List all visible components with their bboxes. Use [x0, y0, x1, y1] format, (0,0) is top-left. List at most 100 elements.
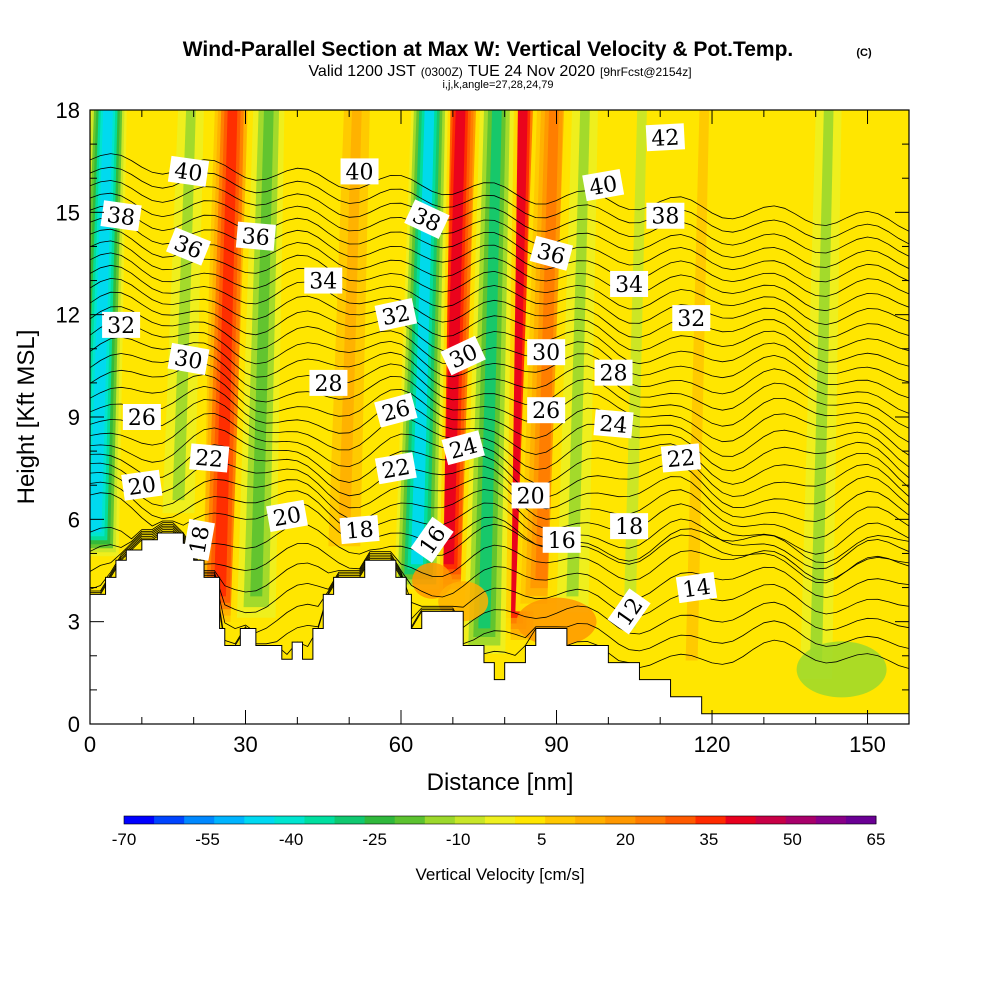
x-tick-label: 90 [544, 732, 568, 757]
theta-label-bg [527, 339, 566, 366]
theta-contour-line [90, 240, 909, 326]
theta-label-text: 16 [548, 529, 576, 554]
theta-label-bg [441, 430, 485, 466]
colorbar-swatch [394, 816, 426, 824]
theta-contour-line [90, 277, 909, 367]
theta-label-bg [122, 404, 161, 430]
theta-label: 36 [235, 221, 276, 251]
velocity-band [535, 110, 560, 581]
theta-contour-line [90, 374, 909, 468]
theta-label-bg [374, 298, 418, 332]
theta-label-text: 32 [107, 314, 135, 339]
theta-label: 14 [675, 572, 718, 603]
velocity-band [250, 110, 275, 597]
theta-contour-line [90, 192, 909, 269]
velocity-band [478, 110, 503, 629]
theta-label-text: 34 [309, 270, 337, 295]
theta-contour-line [90, 529, 909, 635]
colorbar-outline [123, 815, 877, 825]
theta-label-bg [374, 452, 417, 485]
y-tick-label: 15 [56, 200, 80, 225]
theta-label: 20 [121, 469, 163, 501]
colorbar-swatch [424, 816, 456, 824]
theta-label-bg [610, 513, 649, 540]
theta-contour-line [90, 527, 909, 617]
theta-label-bg [304, 267, 343, 294]
theta-label-bg [166, 227, 211, 266]
x-tick-label: 60 [389, 732, 413, 757]
theta-label-bg [339, 514, 380, 545]
colorbar-swatch [755, 816, 787, 824]
theta-label: 38 [100, 200, 142, 232]
theta-label-text: 28 [600, 362, 628, 387]
colorbar-swatch [274, 816, 305, 824]
colorbar-label: -55 [195, 830, 220, 849]
y-tick-label: 3 [68, 610, 80, 635]
colorbar-label: 35 [699, 830, 718, 849]
theta-label-bg [266, 499, 308, 533]
theta-label-bg [594, 359, 633, 386]
theta-label-text: 18 [615, 515, 643, 540]
theta-label-bg [167, 155, 210, 187]
colorbar-swatch [124, 816, 155, 824]
theta-contour-line [90, 180, 909, 257]
theta-contour-line [90, 228, 909, 312]
theta-label: 32 [672, 305, 711, 332]
colorbar-swatch [515, 816, 546, 824]
theta-label-bg [374, 392, 418, 428]
title-mark: (C) [856, 47, 872, 59]
colorbar-swatch [695, 816, 727, 824]
theta-contour-line [90, 481, 909, 570]
theta-contour-line [90, 264, 909, 352]
theta-label-bg [189, 443, 230, 473]
x-axis-label: Distance [nm] [427, 769, 574, 796]
theta-label: 24 [593, 409, 634, 439]
theta-contour-line [90, 166, 909, 245]
theta-label: 18 [610, 513, 649, 540]
theta-label: 30 [527, 339, 566, 366]
colorbar-swatch [244, 816, 275, 824]
colorbar-swatch [484, 816, 516, 824]
theta-label-text: 38 [651, 205, 679, 230]
y-axis-label: Height [Kft MSL] [13, 330, 40, 505]
theta-contour-line [90, 525, 909, 600]
theta-label-bg [235, 221, 276, 251]
y-tick-label: 9 [68, 405, 80, 430]
colorbar-swatch [575, 816, 606, 824]
theta-label-text: 22 [194, 446, 224, 473]
theta-contour-line [90, 524, 909, 581]
theta-label: 34 [304, 267, 343, 295]
grid-indices: i,j,k,angle=27,28,24,79 [442, 79, 553, 91]
velocity-cell [796, 641, 887, 698]
y-tick-label: 12 [56, 303, 80, 328]
colorbar-label: 65 [867, 830, 886, 849]
theta-label-bg [309, 369, 348, 396]
theta-label-text: 20 [126, 472, 157, 501]
theta-label: 34 [610, 270, 649, 298]
theta-label: 32 [102, 311, 141, 339]
theta-label-bg [410, 516, 454, 563]
valid-utc: (0300Z) [421, 65, 463, 79]
theta-contour-line [90, 530, 909, 652]
theta-label-text: 20 [271, 503, 303, 532]
theta-label-text: 20 [517, 484, 545, 509]
theta-label-text: 26 [128, 406, 156, 431]
theta-label-bg [440, 335, 486, 376]
theta-label: 40 [167, 155, 210, 187]
theta-label-text: 26 [532, 399, 560, 424]
theta-contour-line [90, 399, 909, 488]
colorbar-swatch [725, 816, 757, 824]
velocity-band [566, 110, 591, 597]
theta-label: 36 [166, 227, 211, 266]
theta-label-text: 24 [598, 412, 628, 439]
theta-label-text: 38 [105, 203, 136, 232]
theta-label: 18 [339, 514, 380, 545]
colorbar-title: Vertical Velocity [cm/s] [415, 865, 584, 884]
y-tick-label: 0 [68, 712, 80, 737]
theta-label-bg [102, 311, 141, 338]
colorbar-swatch [635, 816, 666, 824]
plot-area [90, 110, 909, 724]
theta-contour-line [90, 427, 909, 509]
colorbar: -70 -55 -40 -25 -10 5 20 35 50 65 [112, 815, 886, 849]
valid-prefix: Valid 1200 JST [308, 63, 416, 80]
